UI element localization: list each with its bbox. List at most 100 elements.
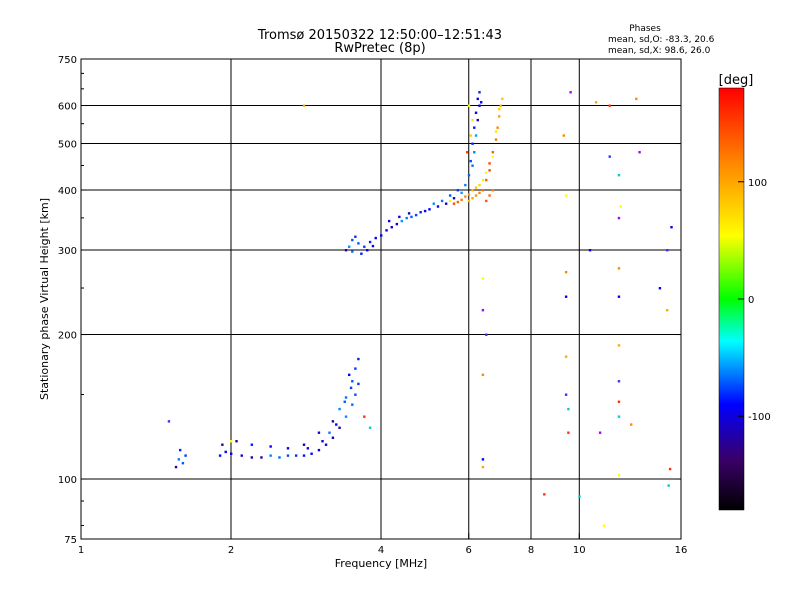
y-tick-label: 750 xyxy=(58,55,77,66)
data-point xyxy=(460,198,463,202)
y-tick-label: 300 xyxy=(58,246,77,257)
axis-ticks: 1 2 4 6 8 10 16 75 100 200 300 400 500 600 750 xyxy=(58,55,687,556)
data-point xyxy=(478,183,481,187)
data-point xyxy=(497,115,501,118)
data-point xyxy=(230,440,233,443)
data-point xyxy=(499,104,502,107)
data-point xyxy=(294,454,298,457)
data-point xyxy=(368,240,372,244)
data-point xyxy=(473,151,476,154)
data-point xyxy=(302,454,306,457)
data-point xyxy=(564,194,568,197)
data-point xyxy=(471,197,474,200)
data-point xyxy=(488,169,491,172)
data-point xyxy=(178,448,182,452)
colorbar-tick-label: 100 xyxy=(748,178,767,189)
x-tick-label: 4 xyxy=(378,545,384,556)
data-point xyxy=(474,186,478,189)
chart-subtitle: RwPretec (8p) xyxy=(334,41,425,56)
data-point xyxy=(491,155,495,158)
data-point xyxy=(608,155,611,158)
data-point xyxy=(452,202,456,205)
data-point xyxy=(497,108,501,111)
data-point xyxy=(638,151,641,154)
data-point xyxy=(467,173,471,177)
data-point xyxy=(488,194,491,197)
data-point xyxy=(385,229,388,232)
data-point xyxy=(666,249,669,252)
data-point xyxy=(666,308,669,312)
data-point xyxy=(456,200,460,204)
data-point xyxy=(668,467,672,471)
data-point xyxy=(419,211,422,214)
data-point xyxy=(357,357,360,361)
data-point xyxy=(407,212,411,215)
data-point xyxy=(269,445,272,448)
data-point xyxy=(286,447,290,450)
y-tick-label: 400 xyxy=(58,186,77,197)
data-point xyxy=(617,415,621,418)
data-point xyxy=(423,209,427,213)
data-point xyxy=(467,199,471,203)
data-point xyxy=(310,452,313,455)
data-point xyxy=(481,465,485,469)
data-point xyxy=(635,97,638,101)
data-point xyxy=(347,245,351,248)
data-point xyxy=(617,344,621,347)
data-point xyxy=(351,250,354,253)
data-point xyxy=(564,355,568,358)
data-point xyxy=(481,373,485,377)
data-point xyxy=(480,101,483,104)
data-point xyxy=(485,199,488,203)
data-points xyxy=(167,91,673,527)
data-point xyxy=(485,178,488,182)
data-point xyxy=(467,193,471,196)
data-point xyxy=(471,142,474,145)
data-point xyxy=(494,130,498,133)
data-point xyxy=(432,202,435,205)
data-point xyxy=(465,151,469,154)
data-point xyxy=(398,215,401,219)
data-point xyxy=(543,493,546,496)
colorbar-label: [deg] xyxy=(719,73,754,88)
data-point xyxy=(488,162,491,165)
data-point xyxy=(368,426,372,429)
data-point xyxy=(317,431,321,434)
data-point xyxy=(363,415,366,418)
data-point xyxy=(278,456,281,459)
x-tick-label: 6 xyxy=(466,545,472,556)
data-point xyxy=(357,382,360,386)
data-point xyxy=(366,249,369,252)
data-point xyxy=(569,91,572,94)
data-point xyxy=(617,380,621,383)
data-point xyxy=(494,138,498,141)
data-point xyxy=(306,447,310,450)
data-point xyxy=(496,126,499,129)
data-point xyxy=(444,202,448,205)
data-point xyxy=(474,194,478,197)
data-point xyxy=(485,171,488,174)
y-tick-label: 100 xyxy=(58,475,77,486)
data-point xyxy=(174,465,178,469)
data-point xyxy=(343,400,346,403)
data-point xyxy=(354,235,357,238)
data-point xyxy=(250,456,254,459)
data-point xyxy=(471,118,474,122)
data-point xyxy=(344,415,348,418)
data-point xyxy=(328,431,331,434)
data-point xyxy=(578,495,581,498)
data-point xyxy=(410,215,413,219)
data-point xyxy=(235,440,238,443)
colorbar-tick-label: -100 xyxy=(748,412,771,423)
data-point xyxy=(286,454,290,457)
data-point xyxy=(491,151,495,154)
y-axis-label: Stationary phase Virtual Height [km] xyxy=(38,198,51,400)
data-point xyxy=(351,403,354,406)
data-point xyxy=(478,91,481,94)
data-point xyxy=(354,367,357,370)
data-point xyxy=(338,407,341,411)
data-point xyxy=(452,197,456,200)
data-point xyxy=(478,191,481,195)
data-point xyxy=(564,295,568,298)
